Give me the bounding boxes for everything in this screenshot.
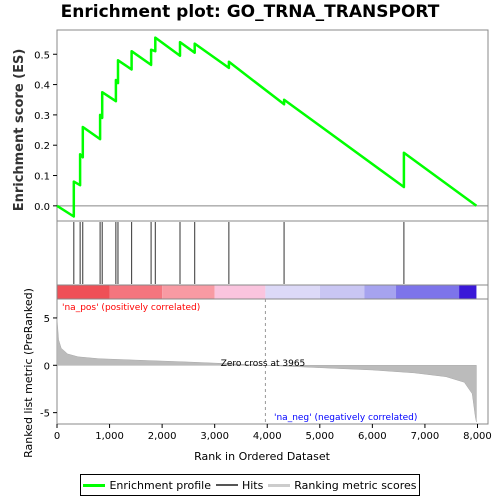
- legend: Enrichment profile Hits Ranking metric s…: [80, 474, 420, 496]
- rank-xtick-label: 0: [54, 431, 60, 442]
- rank-xtick-label: 6,000: [358, 431, 387, 442]
- pos-correlated-label: 'na_pos' (positively correlated): [62, 303, 200, 313]
- colorbar-segment: [162, 285, 215, 299]
- es-ytick-label: 0.4: [34, 81, 50, 92]
- colorbar-segment: [214, 285, 266, 299]
- legend-label-enrichment-profile: Enrichment profile: [109, 478, 211, 492]
- es-ytick-label: 0.2: [34, 141, 50, 152]
- chart-title: Enrichment plot: GO_TRNA_TRANSPORT: [60, 2, 440, 22]
- rank-xlabel: Rank in Ordered Dataset: [194, 450, 331, 463]
- legend-item-enrichment-profile: Enrichment profile: [83, 479, 211, 492]
- rank-panel: -5 0 5 0 1,000 2,000 3,000 4,000 5,000 6,000 7,000…: [40, 298, 492, 442]
- rank-ytick-label: -5: [40, 409, 50, 420]
- es-ytick-label: 0.1: [34, 172, 50, 183]
- rank-xtick-label: 1,000: [95, 431, 124, 442]
- zero-cross-label: Zero cross at 3965: [221, 359, 306, 369]
- es-ylabel: Enrichment score (ES): [12, 49, 27, 212]
- es-panel: 0.0 0.1 0.2 0.3 0.4 0.5: [34, 29, 489, 222]
- rank-xtick-label: 5,000: [305, 431, 334, 442]
- legend-swatch-hits: [215, 484, 238, 486]
- colorbar-segment: [109, 285, 163, 299]
- rank-ytick-label: 5: [44, 314, 50, 325]
- colorbar-segment: [396, 285, 460, 299]
- es-ytick-label: 0.0: [34, 202, 50, 213]
- rank-xtick-label: 4,000: [253, 431, 282, 442]
- enrichment-profile-line: [56, 36, 478, 218]
- es-plot-frame: [56, 29, 489, 222]
- rank-xtick-label: 2,000: [148, 431, 177, 442]
- rank-colorbar: [56, 284, 489, 300]
- legend-label-ranking-metric: Ranking metric scores: [294, 478, 417, 492]
- rank-xtick-label: 3,000: [200, 431, 229, 442]
- colorbar-segment: [265, 285, 320, 299]
- colorbar-segment: [319, 285, 365, 299]
- legend-swatch-enrichment-profile: [83, 483, 106, 487]
- rank-xtick-label: 7,000: [411, 431, 440, 442]
- legend-item-ranking-metric: Ranking metric scores: [268, 479, 416, 492]
- neg-correlated-label: 'na_neg' (negatively correlated): [274, 413, 417, 423]
- colorbar-segment: [364, 285, 397, 299]
- es-ytick-label: 0.5: [34, 50, 50, 61]
- legend-label-hits: Hits: [241, 478, 264, 492]
- colorbar-segment: [57, 285, 110, 299]
- es-ytick-label: 0.3: [34, 111, 50, 122]
- rank-ylabel: Ranked list metric (PreRanked): [22, 288, 35, 458]
- legend-item-hits: Hits: [215, 478, 264, 492]
- hits-frame: [56, 220, 489, 286]
- rank-ytick-label: 0: [44, 361, 50, 372]
- colorbar-segment: [459, 285, 477, 299]
- legend-swatch-ranking-metric: [268, 483, 291, 487]
- rank-xtick-label: 8,000: [463, 431, 492, 442]
- hits-panel: [56, 220, 489, 286]
